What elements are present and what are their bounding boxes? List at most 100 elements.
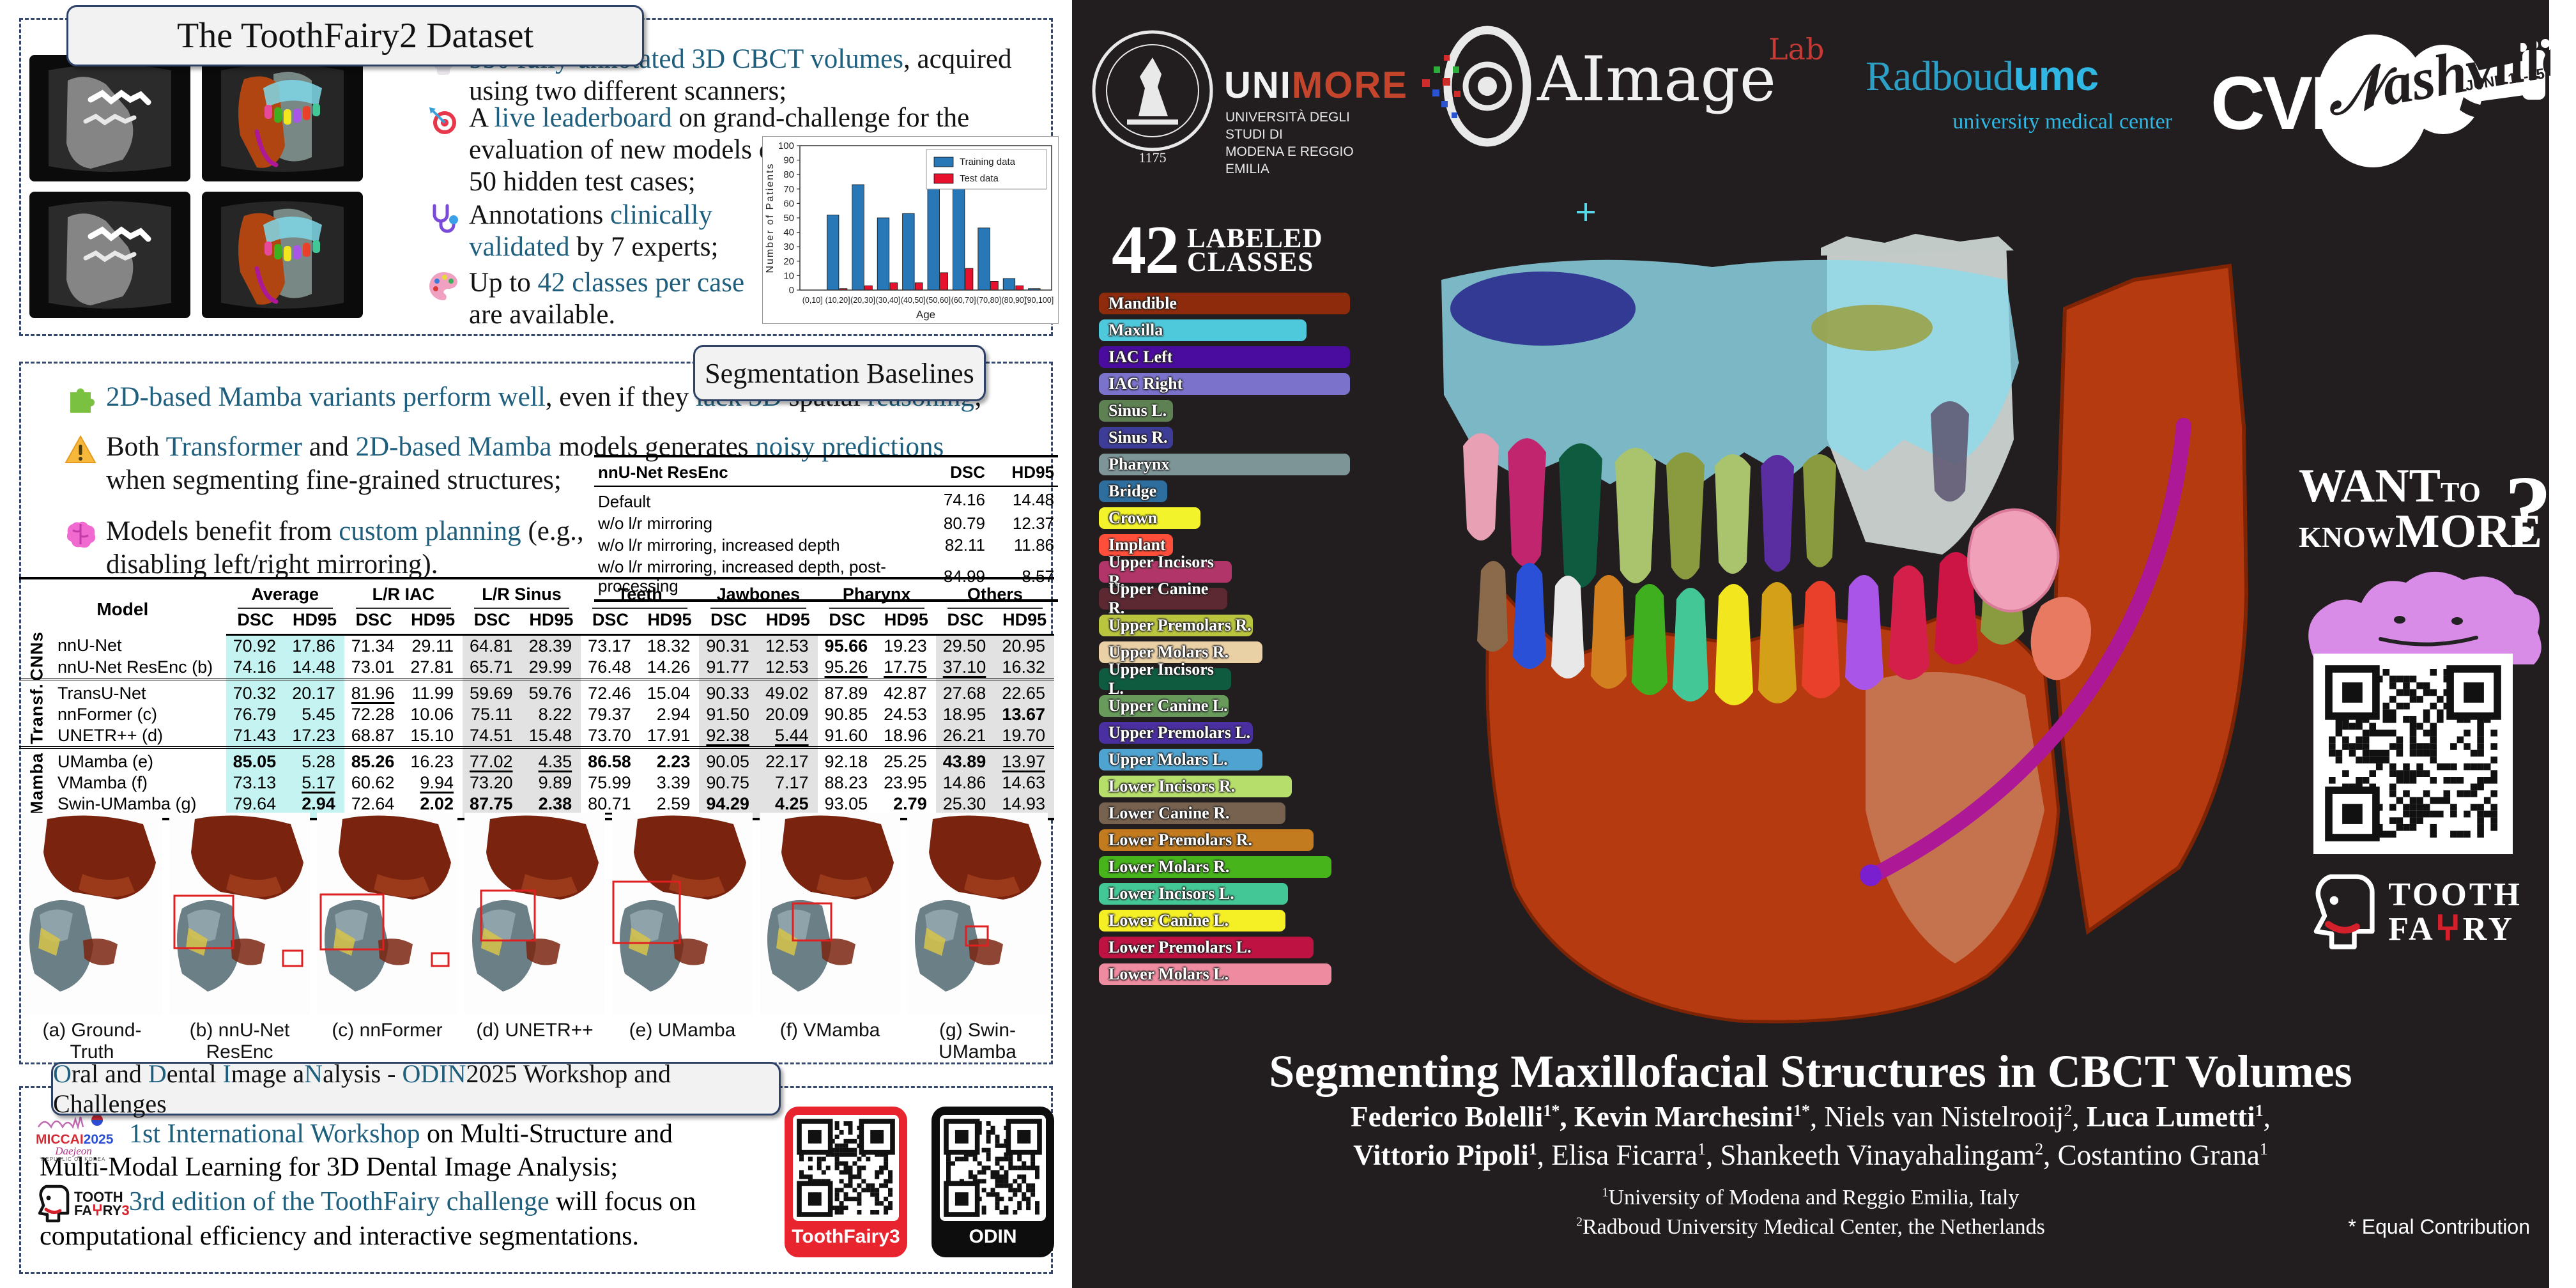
affiliation-2: 2Radboud University Medical Center, the … (1576, 1215, 2045, 1239)
toothfairy-head-icon (2313, 874, 2375, 949)
cbct-volume-thumb (29, 55, 190, 185)
classes-word1: LABELED (1187, 224, 1323, 254)
thumb-caption: (c) nnFormer (332, 1020, 443, 1041)
svg-text:90: 90 (783, 155, 794, 166)
resenc-row: w/o l/r mirroring, increased depth 82.11 1… (598, 535, 1054, 555)
authors-line-2: Vittorio Pipoli1, Elisa Ficarra1, Shanke… (1353, 1139, 2268, 1171)
brain-icon (64, 518, 97, 551)
tf3-top: TOOTH (74, 1189, 123, 1205)
svg-text:(40,50]: (40,50] (901, 296, 926, 305)
info-qr-code (2313, 654, 2513, 854)
svg-text:100: 100 (778, 141, 794, 151)
target-icon (427, 105, 460, 138)
odin-line: computational efficiency and interactive… (40, 1222, 640, 1251)
labeled-classes-heading: 42 LABELED CLASSES (1112, 211, 1323, 290)
results-row: nnFormer (c) 76.79 5.45 72.28 10.06 75.11 8.22… (19, 704, 1054, 725)
svg-text:40: 40 (783, 227, 794, 238)
unimore-logo: 1175 UNIMORE UNIVERSITÀ DEGLI STUDI DI M… (1089, 27, 1407, 176)
poster-title: Segmenting Maxillofacial Structures in C… (1072, 1045, 2549, 1098)
tf-top-word: TOOTH (2388, 877, 2522, 913)
tf3-fairy-i-icon: ⵖ (92, 1202, 103, 1218)
qr-card-label: ToothFairy3 (792, 1226, 900, 1247)
equal-contribution-text: * Equal Contribution (2348, 1215, 2530, 1238)
want-to-know-more: WANTTO KNOWMORE ? (2299, 457, 2552, 562)
cbct-volume-thumb (202, 192, 363, 321)
svg-text:(80,90]: (80,90] (1001, 296, 1026, 305)
svg-text:50: 50 (783, 213, 794, 224)
thumb-caption: (b) nnU-Net ResEnc (189, 1020, 290, 1062)
qualitative-thumb: (a) Ground-Truth (22, 813, 162, 1062)
classes-word2: CLASSES (1187, 247, 1314, 277)
puzzle-icon (64, 383, 97, 417)
results-row: UNETR++ (d) 71.43 17.23 68.87 15.10 74.51 15.4… (19, 725, 1054, 747)
authors-line-1: Federico Bolelli1*, Kevin Marchesini1*, … (1351, 1101, 2271, 1133)
miccai-country: REPUBLIC OF KOREA (41, 1156, 106, 1162)
baselines-panel-title: Segmentation Baselines (693, 345, 986, 401)
tf-fa: FA (2388, 911, 2435, 947)
svg-text:60: 60 (783, 198, 794, 209)
svg-text:(70,80]: (70,80] (976, 296, 1001, 305)
radboud-umc: umc (2013, 52, 2099, 99)
miccai-skyline-icon (37, 1114, 103, 1130)
qualitative-thumb: (c) nnFormer (317, 813, 457, 1041)
resenc-row: w/o l/r mirroring 80.79 12.37 (598, 514, 1054, 533)
svg-text:80: 80 (783, 169, 794, 180)
svg-text:Number of Patients: Number of Patients (765, 163, 776, 273)
odin-bullets: 1st International Workshop on Multi-Stru… (40, 1086, 774, 1265)
thumb-caption: (g) Swin-UMamba (939, 1020, 1016, 1062)
miccai-name: MICCAI (36, 1132, 84, 1147)
radboud-name: Radboud (1866, 53, 2014, 100)
qr-card-odin: ODIN (931, 1107, 1054, 1257)
baseline-bullet: Both Transformer and 2D-based Mamba mode… (65, 431, 944, 497)
svg-text:0: 0 (789, 285, 794, 296)
unimore-more: MORE (1291, 65, 1408, 106)
thumb-caption: (e) UMamba (629, 1020, 736, 1041)
tf3-three: 3 (121, 1202, 130, 1218)
miccai-city: Daejeon (55, 1145, 92, 1157)
tf-fairy-i-icon: ⵖ (2435, 911, 2463, 947)
unimore-sub2: MODENA E REGGIO EMILIA (1225, 144, 1354, 176)
cbct-volume-thumb (29, 192, 190, 321)
svg-text:1175: 1175 (1138, 150, 1166, 165)
qualitative-thumbnails: (a) Ground-Truth (b) nnU-Net ResEnc (22, 813, 1054, 1062)
qualitative-thumb: (d) UNETR++ (464, 813, 605, 1041)
qr-card-toothfairy3: ToothFairy3 (785, 1107, 907, 1257)
svg-text:(30,40]: (30,40] (875, 296, 900, 305)
qualitative-thumb: (f) VMamba (760, 813, 900, 1041)
toothfairy3-head-icon (38, 1184, 70, 1223)
odin-line: Multi-Modal Learning for 3D Dental Image… (40, 1153, 618, 1182)
know-word: KNOW (2299, 521, 2395, 553)
dataset-bullet: Annotations clinically validated by 7 exp… (433, 199, 718, 263)
poster-title-text: Segmenting Maxillofacial Structures in C… (1269, 1046, 2352, 1097)
dataset-panel-title-label: The ToothFairy2 Dataset (176, 16, 534, 56)
miccai-year: 2025 (83, 1132, 114, 1147)
classes-count: 42 (1112, 212, 1179, 288)
thumb-caption: (d) UNETR++ (476, 1020, 594, 1041)
baselines-panel-title-label: Segmentation Baselines (705, 357, 974, 389)
svg-text:(20,30]: (20,30] (850, 296, 875, 305)
cbct-volume-thumb (202, 55, 363, 185)
aimagelab-logo: AImage Lab (1418, 26, 1827, 160)
qualitative-thumb: (b) nnU-Net ResEnc (169, 813, 310, 1062)
miccai-2025-logo: MICCAI2025 Daejeon REPUBLIC OF KOREA (36, 1113, 114, 1162)
results-row: Mamba UMamba (e) 85.05 5.28 85.26 16.23 77.02 4… (19, 746, 1054, 819)
odin-line: 3rd edition of the ToothFairy challenge … (129, 1187, 696, 1216)
thumb-caption: (a) Ground-Truth (42, 1020, 142, 1062)
odin-panel-title-label: Oral and Dental Image aNalysis - ODIN202… (53, 1059, 671, 1118)
toothfairy-logo: TOOTH FAⵖRY (2312, 868, 2522, 957)
odin-line: 1st International Workshop on Multi-Stru… (129, 1119, 673, 1149)
svg-text:20: 20 (783, 256, 794, 267)
svg-text:(60,70]: (60,70] (951, 296, 976, 305)
results-table: Model Average L/R IAC L/R Sinus Teeth Jawbon… (19, 577, 1054, 820)
baseline-bullet: Models benefit from custom planning (e.g… (66, 515, 584, 581)
svg-text:(90,100]: (90,100] (1024, 296, 1054, 305)
results-row: nnU-Net ResEnc (b) 74.16 14.48 73.01 27.81 65… (19, 657, 1054, 679)
svg-text:70: 70 (783, 184, 794, 195)
svg-text:10: 10 (783, 270, 794, 281)
ditto-mascot (2304, 549, 2549, 664)
radboud-sub: university medical center (1952, 110, 2172, 134)
segmented-3d-render (1380, 171, 2287, 1040)
results-row: CNNs nnU-Net 70.92 17.86 71.34 29.11 64.81 28.3… (19, 631, 1054, 681)
svg-text:Test data: Test data (960, 173, 999, 184)
to-word: TO (2441, 477, 2481, 508)
